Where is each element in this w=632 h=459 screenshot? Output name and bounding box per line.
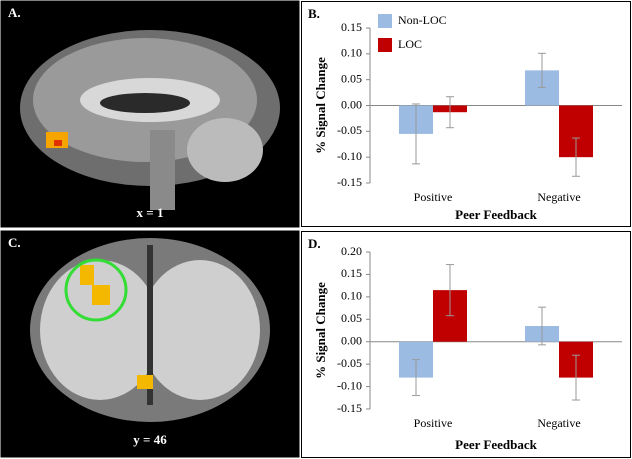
panel-border xyxy=(301,1,631,227)
x-tick-label: Negative xyxy=(537,416,580,430)
x-tick-label: Negative xyxy=(537,190,580,204)
y-tick-label: 0.10 xyxy=(341,46,362,60)
y-tick-label: -0.05 xyxy=(337,123,362,137)
brain-sagittal: A. x = 1 xyxy=(0,0,300,228)
y-axis-label: % Signal Change xyxy=(313,282,328,379)
y-tick-label: 0.05 xyxy=(341,71,362,85)
legend-label: Non-LOC xyxy=(398,13,447,27)
x-tick-label: Positive xyxy=(414,190,453,204)
y-tick-label: 0.20 xyxy=(341,244,362,258)
slice-caption: y = 46 xyxy=(133,432,167,447)
x-axis-label: Peer Feedback xyxy=(455,437,537,452)
legend-label: LOC xyxy=(398,37,422,51)
y-tick-label: 0.15 xyxy=(341,20,362,34)
panel-label: C. xyxy=(8,235,21,250)
panel-label: B. xyxy=(308,6,320,21)
panel-label: A. xyxy=(8,5,21,20)
y-tick-label: 0.15 xyxy=(341,266,362,280)
y-tick-label: -0.10 xyxy=(337,378,362,392)
y-tick-label: 0.05 xyxy=(341,311,362,325)
y-tick-label: 0.00 xyxy=(341,97,362,111)
y-tick-label: -0.10 xyxy=(337,149,362,163)
panel-border xyxy=(301,231,631,458)
y-axis-label: % Signal Change xyxy=(313,57,328,154)
x-tick-label: Positive xyxy=(414,416,453,430)
y-tick-label: 0.00 xyxy=(341,333,362,347)
x-axis-label: Peer Feedback xyxy=(455,207,537,222)
y-tick-label: -0.05 xyxy=(337,356,362,370)
y-tick-label: -0.15 xyxy=(337,175,362,189)
y-tick-label: -0.15 xyxy=(337,401,362,415)
y-tick-label: 0.10 xyxy=(341,289,362,303)
slice-caption: x = 1 xyxy=(137,205,164,220)
legend-swatch xyxy=(378,14,392,28)
legend-swatch xyxy=(378,38,392,52)
panel-label: D. xyxy=(308,236,321,251)
brain-coronal: C. y = 46 xyxy=(0,230,300,458)
